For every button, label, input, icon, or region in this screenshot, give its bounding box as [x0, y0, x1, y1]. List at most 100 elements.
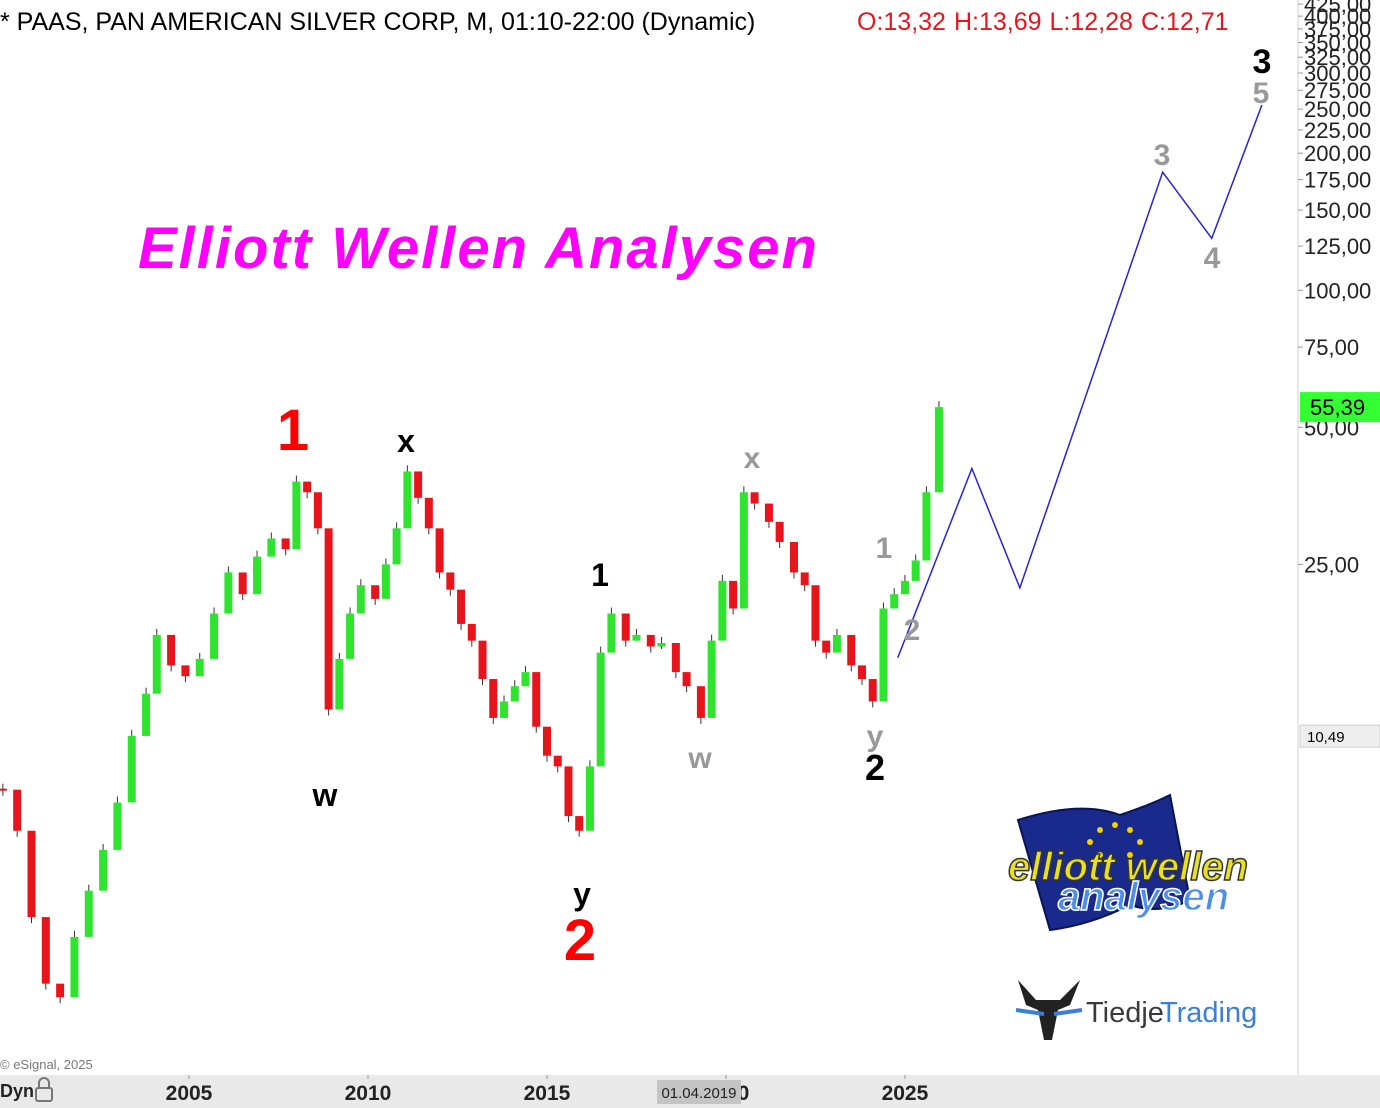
candle — [13, 789, 22, 831]
candle — [267, 538, 276, 557]
ohlc-value: C:12,71 — [1141, 8, 1229, 36]
candle — [900, 580, 909, 595]
y-tick-label: 150,00 — [1304, 198, 1371, 223]
candle — [424, 497, 433, 529]
candle — [621, 613, 630, 641]
x-axis: 2005201020152020202501.04.2019 — [166, 1075, 929, 1105]
wave-label: 5 — [1253, 77, 1270, 110]
x-tick-label: 2025 — [882, 1082, 929, 1105]
candle — [403, 471, 412, 529]
projection-line — [897, 104, 1263, 658]
candle — [292, 481, 301, 550]
candle — [911, 560, 920, 581]
y-tick-label: 350,00 — [1304, 31, 1371, 56]
candle — [127, 735, 136, 803]
candle — [27, 830, 36, 918]
y-tick-label: 100,00 — [1304, 278, 1371, 303]
plot-area — [0, 104, 1263, 1004]
candle — [56, 983, 65, 998]
candle — [324, 528, 333, 710]
candle — [414, 471, 423, 498]
x-tick-label: 2015 — [524, 1082, 571, 1105]
wave-label: 2 — [904, 614, 921, 647]
candle — [718, 580, 727, 641]
candle — [478, 640, 487, 680]
ewa-logo: elliott wellen analysen — [1007, 793, 1249, 932]
candle — [238, 572, 247, 595]
wave-label: 2 — [564, 908, 596, 973]
wave-label: 1 — [591, 557, 609, 593]
candle — [99, 849, 108, 891]
candle — [346, 613, 355, 659]
candle — [922, 492, 931, 561]
y-tick-label: 375,00 — [1304, 17, 1371, 42]
logo-text: elliott wellen — [1008, 845, 1248, 889]
candle — [113, 802, 122, 850]
candle — [682, 672, 691, 687]
candle — [707, 640, 716, 718]
wave-label: x — [397, 423, 415, 459]
y-tick-label: 300,00 — [1304, 61, 1371, 86]
candle — [435, 528, 444, 573]
y-tick-label: 125,00 — [1304, 234, 1371, 259]
wave-label: 1 — [876, 532, 893, 565]
wave-label: x — [744, 442, 761, 475]
candle — [542, 726, 551, 756]
wave-label: 1 — [277, 398, 309, 463]
candle — [70, 936, 79, 998]
candle — [510, 686, 519, 702]
candle — [739, 492, 748, 609]
candle — [500, 701, 509, 718]
candle — [210, 613, 219, 659]
candle — [457, 589, 466, 624]
candle — [152, 634, 161, 694]
candle — [800, 572, 809, 586]
candle — [553, 755, 562, 767]
chart-title: Elliott Wellen Analysen — [138, 216, 819, 281]
candle — [0, 788, 7, 791]
candle — [381, 564, 390, 599]
price-label-box — [1300, 392, 1380, 423]
candle — [532, 672, 541, 727]
y-tick-label: 325,00 — [1304, 45, 1371, 70]
candle — [224, 572, 233, 614]
candle — [868, 679, 877, 702]
candle — [335, 658, 344, 710]
wave-label: 2 — [865, 747, 885, 788]
y-tick-label: 200,00 — [1304, 141, 1371, 166]
copyright: © eSignal, 2025 — [0, 1057, 93, 1072]
candle — [585, 766, 594, 831]
candle — [564, 766, 573, 817]
wave-label: 3 — [1154, 139, 1171, 172]
candle — [142, 693, 151, 736]
wave-label: 4 — [1204, 242, 1221, 275]
candle — [696, 686, 705, 718]
candle — [253, 556, 262, 595]
candle — [657, 642, 666, 647]
candle — [467, 623, 476, 641]
y-tick-label: 400,00 — [1304, 4, 1371, 29]
candle — [729, 580, 738, 609]
candle — [313, 492, 322, 529]
cursor-date: 01.04.2019 — [661, 1085, 736, 1102]
candle — [750, 492, 759, 504]
candle — [764, 503, 773, 522]
candle — [890, 594, 899, 609]
candle — [632, 634, 641, 641]
lock-icon — [35, 1077, 53, 1102]
wave-label: w — [312, 777, 338, 813]
x-tick-label: 2005 — [166, 1082, 213, 1105]
wave-label: w — [687, 742, 712, 775]
price-label-box — [1299, 724, 1380, 748]
ohlc-value: H:13,69 — [954, 8, 1042, 36]
candle — [607, 613, 616, 653]
candle — [356, 585, 365, 614]
ohlc-value: O:13,32 — [857, 8, 946, 36]
y-axis: 25,0050,0075,00100,00125,00150,00175,002… — [1298, 0, 1380, 748]
logo-text: analysen — [1058, 875, 1229, 919]
candle — [489, 679, 498, 718]
logo-text: Tiedje — [1086, 997, 1164, 1029]
wave-label: y — [573, 876, 591, 912]
cursor-date-box — [657, 1080, 741, 1104]
x-tick-label: 2010 — [345, 1082, 392, 1105]
